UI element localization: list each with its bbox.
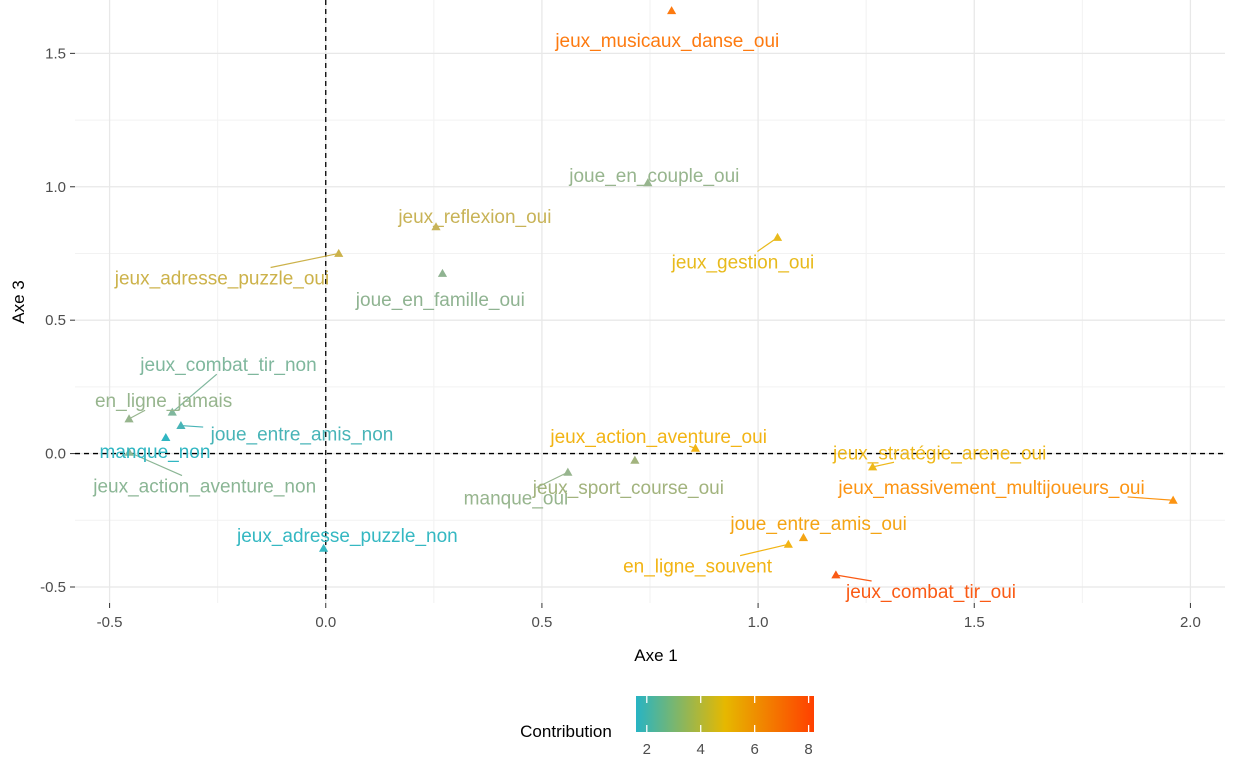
point-marker <box>783 539 793 548</box>
point-label: jeux_massivement_multijoueurs_oui <box>837 478 1144 499</box>
x-tick-label: 0.0 <box>315 614 336 631</box>
leader-line <box>872 461 895 468</box>
point-label: joue_en_couple_oui <box>568 166 739 187</box>
point-marker <box>1168 495 1178 504</box>
point-marker <box>167 407 177 416</box>
point-label: jeux_sport_course_oui <box>532 478 724 499</box>
point-label: en_ligne_souvent <box>623 557 773 578</box>
point-label: jeux_gestion_oui <box>671 252 815 273</box>
point-marker <box>630 455 640 464</box>
point-marker <box>161 432 171 442</box>
point-marker <box>868 462 878 471</box>
point-marker <box>563 467 573 476</box>
point-label: jeux_combat_tir_non <box>139 355 316 376</box>
point-label: joue_en_famille_oui <box>355 290 525 311</box>
point-marker <box>772 232 783 241</box>
leader-line <box>180 424 204 428</box>
y-axis-ticks: -0.5 0.0 0.5 1.0 1.5 <box>40 45 75 596</box>
legend-tick-label: 4 <box>697 741 705 758</box>
leader-line <box>171 373 218 413</box>
point-label: jeux_action_aventure_oui <box>549 427 767 448</box>
point-marker <box>437 268 448 277</box>
point-label: jeux_stratégie_arene_oui <box>832 443 1046 464</box>
point-marker <box>124 447 134 456</box>
point-marker <box>318 543 329 552</box>
y-tick-label: 1.0 <box>45 179 66 196</box>
point-label: jeux_reflexion_oui <box>397 207 551 228</box>
point-marker <box>831 570 841 579</box>
point-labels: jeux_musicaux_danse_oui joue_en_couple_ou… <box>92 31 1144 603</box>
y-tick-label: 0.5 <box>45 312 66 329</box>
legend-title: Contribution <box>520 722 612 741</box>
leader-line <box>835 574 872 582</box>
legend-tick-label: 2 <box>643 741 651 758</box>
point-marker <box>176 420 186 430</box>
x-tick-label: -0.5 <box>97 614 123 631</box>
point-label: en_ligne_jamais <box>95 391 232 412</box>
data-points <box>124 6 1178 579</box>
point-marker <box>643 178 653 187</box>
point-label: manque_oui <box>464 489 569 510</box>
y-tick-label: -0.5 <box>40 579 66 596</box>
leader-line <box>1127 496 1174 501</box>
point-marker <box>431 222 441 231</box>
x-tick-label: 0.5 <box>531 614 552 631</box>
x-tick-label: 2.0 <box>1180 614 1201 631</box>
reference-lines <box>75 0 1225 603</box>
x-tick-label: 1.0 <box>748 614 769 631</box>
y-tick-label: 0.0 <box>45 446 66 463</box>
leader-lines <box>128 225 1174 582</box>
point-label: jeux_musicaux_danse_oui <box>554 31 779 52</box>
x-axis-ticks: -0.5 0.0 0.5 1.0 1.5 2.0 <box>97 603 1201 631</box>
x-tick-label: 1.5 <box>964 614 985 631</box>
point-label: jeux_action_aventure_non <box>92 477 316 498</box>
legend-tick-label: 8 <box>804 741 812 758</box>
leader-line <box>128 409 146 420</box>
x-axis-title: Axe 1 <box>634 646 677 665</box>
point-marker <box>690 443 700 452</box>
legend-ticks: 2 4 6 8 <box>643 696 813 758</box>
y-tick-label: 1.5 <box>45 45 66 62</box>
color-legend: Contribution 2 4 6 8 <box>520 696 814 758</box>
point-marker <box>667 6 677 15</box>
point-label: jeux_adresse_puzzle_oui <box>114 268 329 289</box>
point-label: manque_non <box>100 442 211 463</box>
y-axis-title: Axe 3 <box>9 280 28 323</box>
point-label: joue_entre_amis_oui <box>729 514 906 535</box>
point-marker <box>124 414 134 423</box>
minor-gridlines <box>75 0 1225 603</box>
point-marker <box>798 533 809 542</box>
point-label: jeux_combat_tir_oui <box>845 582 1016 603</box>
leader-line <box>739 543 789 557</box>
leader-line <box>270 252 339 269</box>
legend-colorbar <box>636 696 814 732</box>
leader-line <box>536 471 569 489</box>
point-marker <box>334 248 344 257</box>
point-label: jeux_adresse_puzzle_non <box>236 526 458 547</box>
point-label: joue_entre_amis_non <box>210 425 394 446</box>
legend-tick-label: 6 <box>750 741 758 758</box>
leader-line <box>128 451 183 477</box>
